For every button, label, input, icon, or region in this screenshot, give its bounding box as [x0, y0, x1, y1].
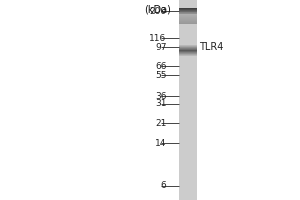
Text: 6: 6 [161, 181, 167, 190]
Text: 21: 21 [155, 119, 166, 128]
Text: TLR4: TLR4 [200, 42, 224, 52]
Text: 200: 200 [149, 7, 167, 16]
Text: 31: 31 [155, 99, 166, 108]
Text: 97: 97 [155, 43, 166, 52]
Text: (kDa): (kDa) [144, 4, 171, 14]
Text: 66: 66 [155, 62, 166, 71]
Text: 36: 36 [155, 92, 166, 101]
Text: 55: 55 [155, 71, 166, 80]
Text: 14: 14 [155, 139, 166, 148]
Text: 116: 116 [149, 34, 167, 43]
